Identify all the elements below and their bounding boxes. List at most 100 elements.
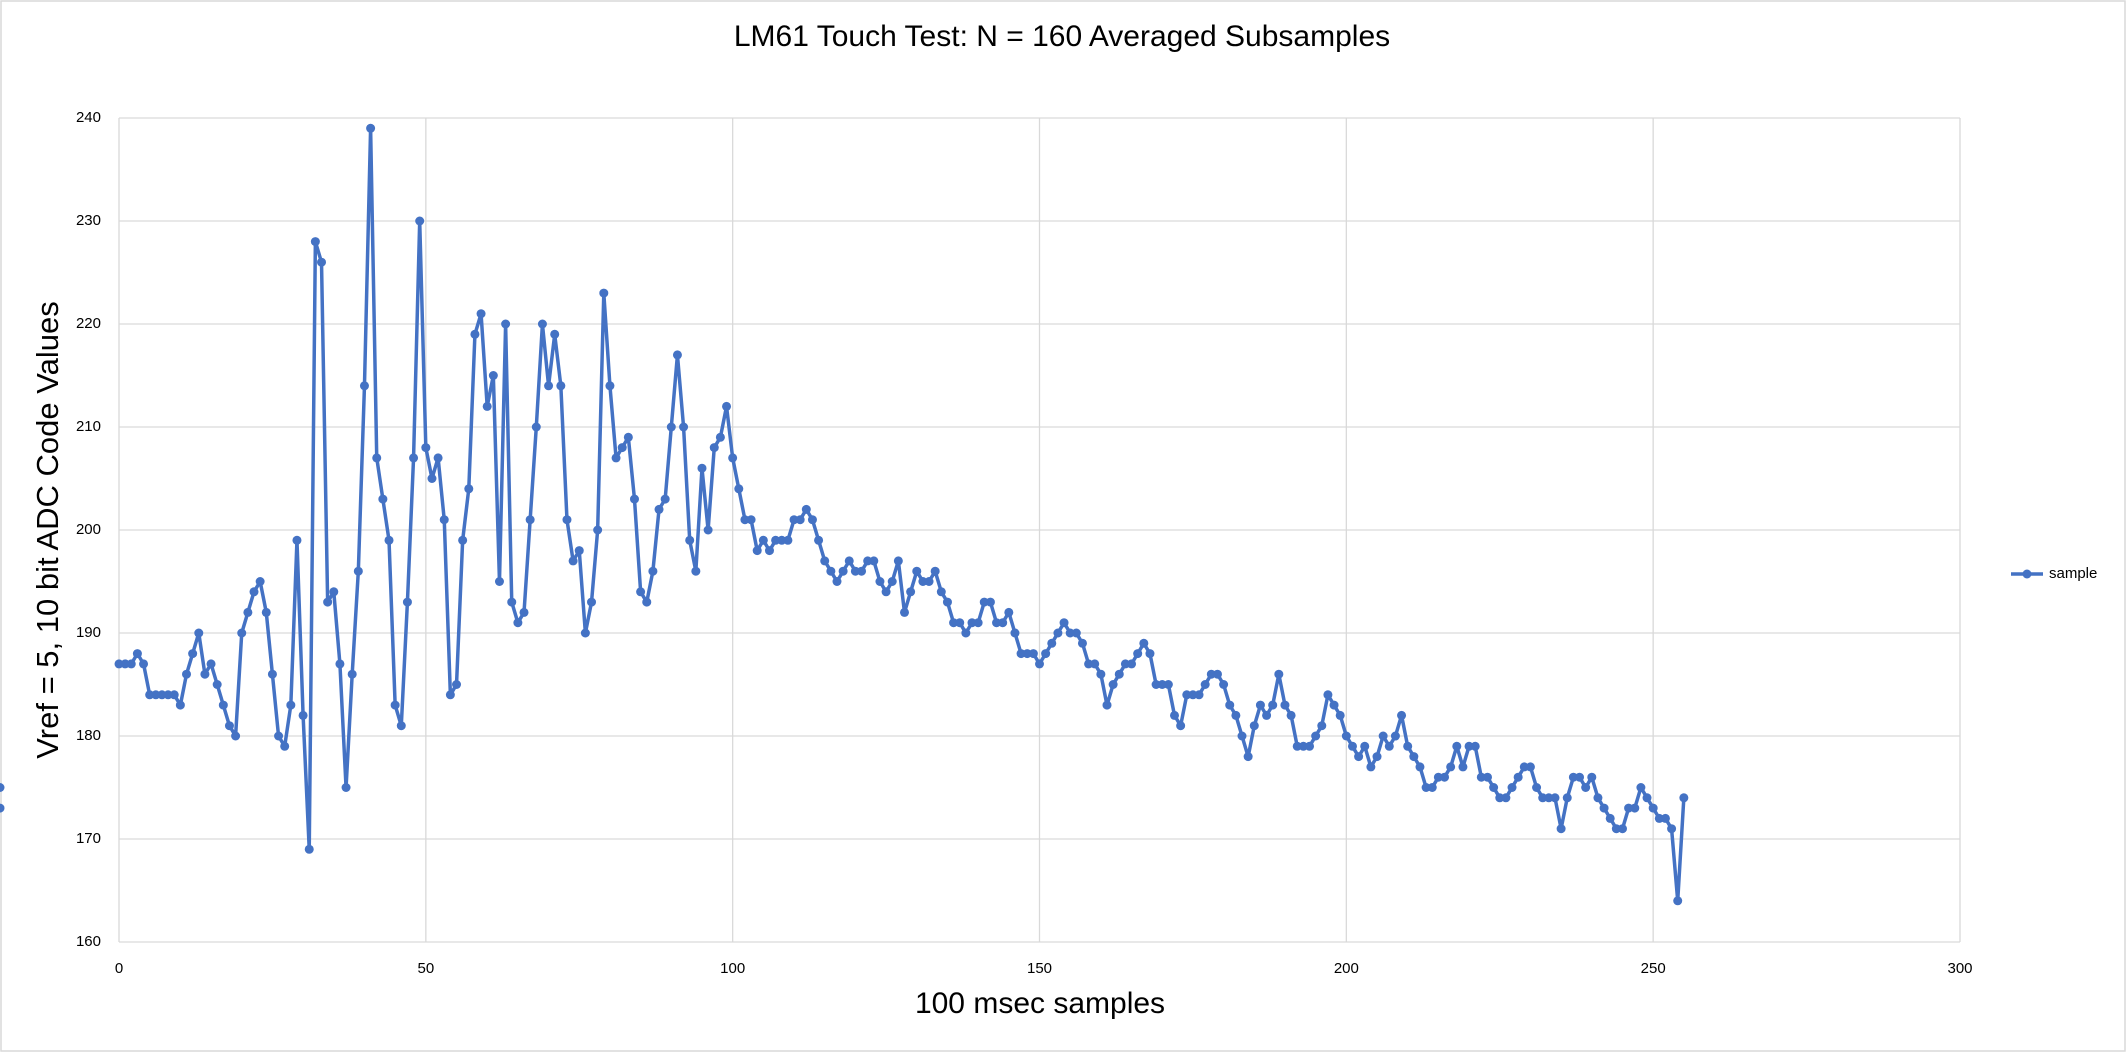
- data-point: [1525, 762, 1535, 772]
- data-point: [1409, 752, 1419, 762]
- data-point: [1170, 710, 1180, 720]
- data-point: [1630, 803, 1640, 813]
- data-point: [1470, 741, 1480, 751]
- data-point: [1642, 793, 1652, 803]
- data-point: [1194, 690, 1204, 700]
- data-point: [899, 607, 909, 617]
- data-point: [470, 329, 480, 339]
- data-point: [1446, 762, 1456, 772]
- data-point: [795, 515, 805, 525]
- data-point: [482, 401, 492, 411]
- data-point: [752, 546, 762, 556]
- data-point: [464, 484, 474, 494]
- data-point: [243, 607, 253, 617]
- data-point: [1501, 793, 1511, 803]
- data-point: [906, 587, 916, 597]
- data-point: [881, 587, 891, 597]
- data-point: [955, 618, 965, 628]
- data-point: [261, 607, 271, 617]
- data-point: [1010, 628, 1020, 638]
- data-point: [1384, 741, 1394, 751]
- data-point: [1102, 700, 1112, 710]
- data-point: [629, 494, 639, 504]
- data-point: [531, 422, 541, 432]
- data-point: [1280, 700, 1290, 710]
- data-point: [1114, 669, 1124, 679]
- data-point: [605, 381, 615, 391]
- data-point: [672, 350, 682, 360]
- data-point: [556, 381, 566, 391]
- data-point: [409, 453, 419, 463]
- data-point: [1268, 700, 1278, 710]
- data-point: [139, 659, 149, 669]
- data-point: [366, 123, 376, 133]
- data-point: [1587, 772, 1597, 782]
- data-point: [703, 525, 713, 535]
- data-point: [1636, 783, 1646, 792]
- data-point: [1550, 793, 1560, 803]
- data-point: [0, 783, 5, 792]
- data-point: [525, 515, 535, 525]
- data-point: [384, 535, 394, 545]
- data-point: [1458, 762, 1468, 772]
- data-point: [1133, 649, 1143, 659]
- data-point: [722, 401, 732, 411]
- data-point: [924, 577, 934, 586]
- data-point: [304, 844, 314, 854]
- data-point: [936, 587, 946, 597]
- data-point: [169, 690, 179, 700]
- data-point: [666, 422, 676, 432]
- data-point: [1059, 618, 1069, 628]
- data-point: [544, 381, 554, 391]
- data-point: [697, 463, 707, 473]
- data-point: [1323, 690, 1333, 700]
- data-point: [1231, 710, 1241, 720]
- data-point: [1077, 638, 1087, 648]
- data-point: [679, 422, 689, 432]
- x-tick-label: 300: [1947, 960, 1972, 977]
- x-tick-label: 150: [1027, 960, 1052, 977]
- data-point: [611, 453, 621, 463]
- series-line: [119, 126, 1686, 903]
- data-point: [1237, 731, 1247, 741]
- data-point: [998, 618, 1008, 628]
- data-point: [1660, 813, 1670, 823]
- legend-label: sample: [2049, 565, 2097, 582]
- data-point: [329, 587, 339, 597]
- data-point: [1403, 741, 1413, 751]
- data-point: [660, 494, 670, 504]
- data-point: [838, 566, 848, 576]
- data-point: [599, 288, 609, 298]
- data-point: [1329, 700, 1339, 710]
- data-point: [1679, 793, 1689, 803]
- data-point: [1028, 649, 1038, 659]
- x-tick-label: 0: [115, 960, 123, 977]
- data-point: [709, 443, 719, 453]
- data-point: [1108, 680, 1118, 689]
- data-point: [341, 783, 351, 792]
- data-point: [267, 669, 277, 679]
- data-point: [685, 535, 695, 545]
- data-point: [445, 690, 455, 700]
- data-point: [1556, 824, 1566, 834]
- data-point: [562, 515, 572, 525]
- data-point: [587, 597, 597, 607]
- data-point: [807, 515, 817, 525]
- data-point: [1145, 649, 1155, 659]
- data-point: [783, 535, 793, 545]
- data-point: [912, 566, 922, 576]
- data-point: [593, 525, 603, 535]
- data-point: [237, 628, 247, 638]
- data-point: [1311, 731, 1321, 741]
- data-point: [1507, 783, 1517, 792]
- data-point: [323, 597, 333, 607]
- data-point: [433, 453, 443, 463]
- data-point: [200, 669, 210, 679]
- chart-title: LM61 Touch Test: N = 160 Averaged Subsam…: [734, 20, 1390, 53]
- data-point: [893, 556, 903, 566]
- y-tick-label: 240: [76, 109, 101, 126]
- data-point: [396, 721, 406, 731]
- data-point: [519, 607, 529, 617]
- data-point: [310, 237, 320, 247]
